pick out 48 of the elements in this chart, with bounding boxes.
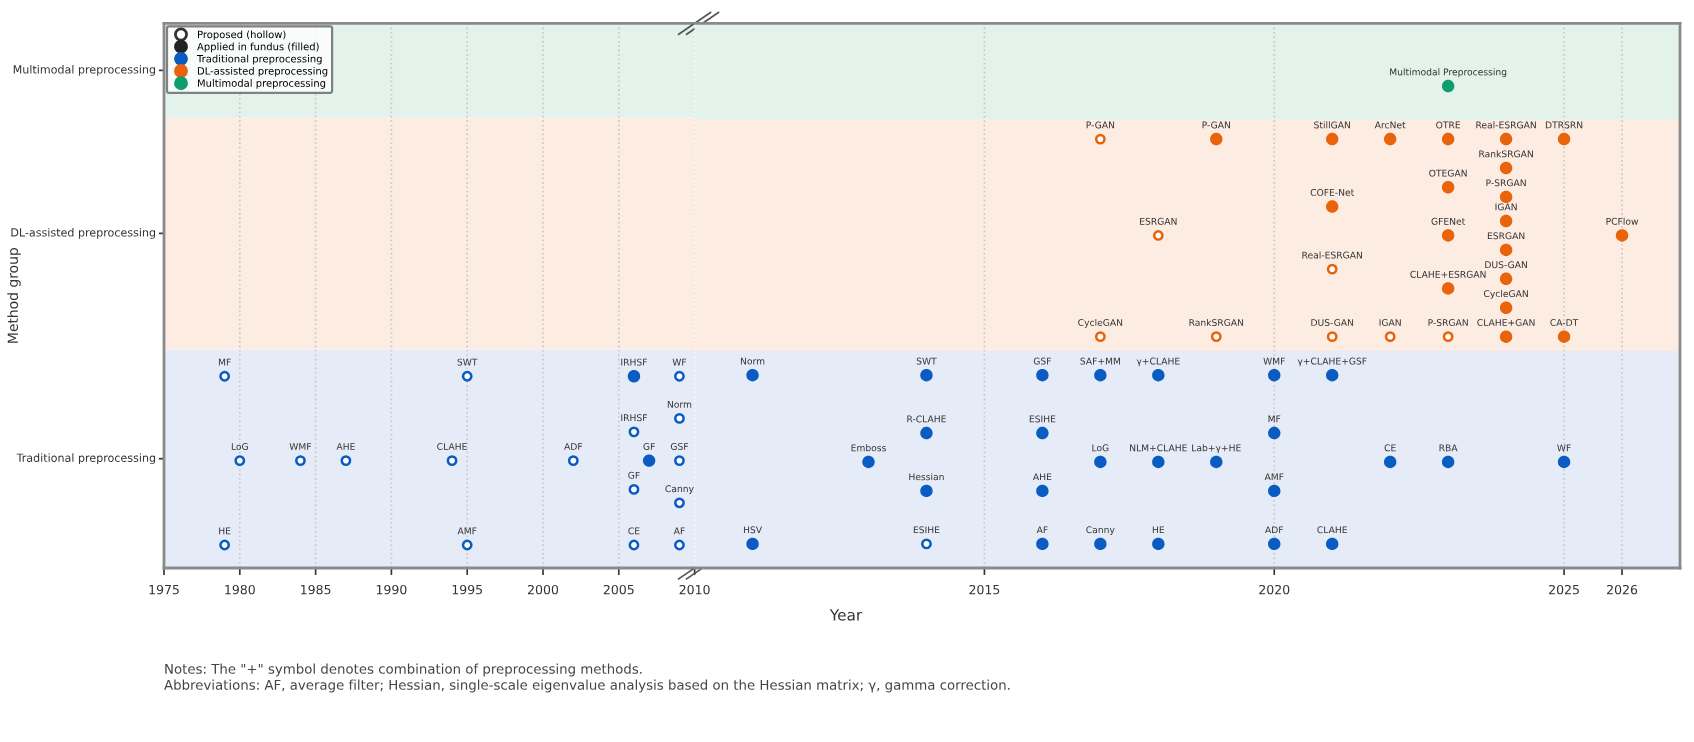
point <box>1152 369 1165 382</box>
point <box>1036 537 1049 551</box>
point <box>862 455 875 469</box>
point <box>1094 369 1107 382</box>
point <box>1441 181 1455 194</box>
point <box>920 484 933 498</box>
point <box>1441 132 1455 146</box>
point <box>1268 369 1281 382</box>
point <box>1210 132 1223 146</box>
point <box>1383 455 1397 469</box>
point <box>1036 369 1049 382</box>
point <box>920 426 933 440</box>
point <box>1499 161 1513 175</box>
point <box>627 370 641 383</box>
point <box>1441 455 1455 469</box>
point <box>1326 369 1339 382</box>
point <box>1615 229 1629 242</box>
point <box>1499 301 1513 314</box>
point <box>1499 272 1513 286</box>
point <box>1441 79 1455 93</box>
point <box>1499 214 1513 228</box>
point <box>1036 484 1049 498</box>
point <box>1268 426 1281 440</box>
point <box>1441 282 1455 295</box>
point <box>1499 243 1513 257</box>
point <box>1094 537 1107 551</box>
point <box>1326 537 1339 551</box>
point <box>1326 200 1339 213</box>
point <box>746 369 759 382</box>
point <box>1499 190 1513 204</box>
point <box>1499 330 1513 343</box>
point <box>1094 455 1107 469</box>
point <box>1557 132 1571 146</box>
point <box>1268 484 1281 498</box>
point <box>1441 229 1455 242</box>
point <box>1210 455 1223 469</box>
point <box>1036 426 1049 440</box>
point <box>1557 455 1571 469</box>
point <box>1557 330 1571 343</box>
point <box>1152 537 1165 551</box>
point <box>642 454 656 467</box>
point <box>1326 132 1339 146</box>
point <box>920 369 933 382</box>
point <box>1268 537 1281 551</box>
point <box>1383 132 1397 146</box>
point <box>1152 455 1165 469</box>
point <box>1499 132 1513 146</box>
point <box>746 537 759 551</box>
